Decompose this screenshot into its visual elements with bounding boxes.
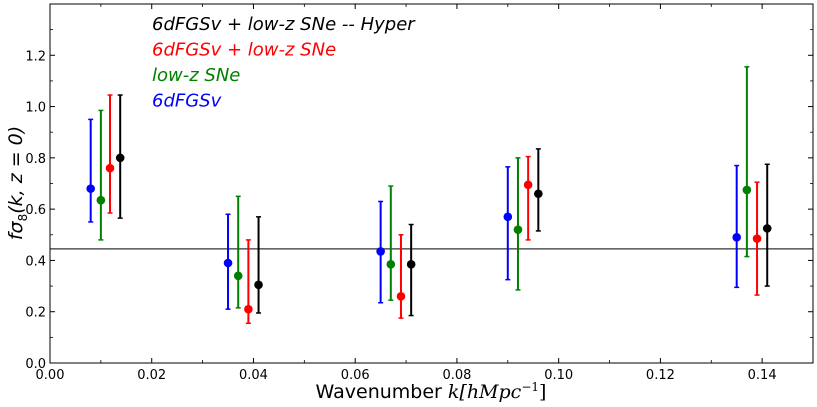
series-low-z-sne: [96, 66, 752, 309]
legend-entry-0: 6dFGSv + low-z SNe -- Hyper: [152, 14, 416, 35]
data-point: [386, 259, 396, 269]
legend-entry-2: low-z SNe: [152, 65, 240, 86]
data-point: [233, 271, 243, 281]
y-tick-label-3: 0.6: [25, 203, 46, 218]
x-tick-label-3: 0.06: [341, 368, 370, 383]
data-point: [406, 259, 416, 269]
tick-layer: 0.00 0.02 0.04 0.06 0.08 0.10 0.12 0.14 0.0 0.2 0.…: [25, 4, 813, 383]
data-point: [752, 234, 762, 243]
data-point: [523, 180, 533, 190]
x-axis-title-math: k[hMpc: [448, 381, 522, 403]
legend: 6dFGSv + low-z SNe -- Hyper 6dFGSv + low-…: [152, 14, 416, 112]
legend-entry-1: 6dFGSv + low-z SNe: [152, 40, 336, 61]
data-point: [762, 224, 772, 233]
y-tick-label-0: 0.0: [25, 357, 46, 372]
data-point: [244, 304, 253, 314]
data-point: [115, 153, 125, 163]
x-tick-label-1: 0.02: [137, 368, 166, 383]
y-tick-label-1: 0.2: [25, 306, 46, 321]
data-point: [254, 280, 263, 290]
x-tick-label-5: 0.10: [544, 368, 573, 383]
y-tick-label-6: 1.2: [25, 49, 46, 64]
series-6dfgsv-low-z-sne: [105, 94, 762, 325]
data-point: [105, 163, 115, 173]
x-axis-title-suffix: ]: [539, 381, 546, 403]
y-axis-title-sigma: σ: [5, 220, 27, 233]
data-point: [86, 184, 95, 193]
series-6dfgsv: [86, 118, 741, 310]
y-axis-title: fσ8(k, z = 0): [5, 126, 30, 240]
data-point: [503, 212, 513, 222]
x-tick-label-7: 0.14: [748, 368, 777, 383]
data-point: [534, 189, 543, 199]
x-axis-title: Wavenumber k[hMpc−1]: [316, 380, 547, 403]
y-axis-title-rest: (k, z = 0): [5, 126, 27, 214]
y-tick-label-2: 0.4: [25, 254, 46, 269]
data-point: [96, 195, 106, 205]
data-point: [396, 292, 406, 301]
y-tick-label-5: 1.0: [25, 101, 46, 116]
y-axis-title-f: f: [5, 230, 27, 240]
data-point: [742, 185, 752, 195]
data-point: [732, 233, 741, 242]
data-point: [223, 258, 233, 268]
data-point: [513, 225, 523, 234]
y-axis-title-subscript: 8: [16, 214, 30, 222]
x-tick-label-6: 0.12: [646, 368, 675, 383]
legend-entry-3: 6dFGSv: [152, 91, 222, 112]
x-tick-label-2: 0.04: [239, 368, 268, 383]
y-tick-label-4: 0.8: [25, 152, 46, 167]
x-axis-title-superscript: −1: [521, 380, 539, 394]
x-axis-title-prefix: Wavenumber: [316, 381, 448, 403]
x-tick-label-0: 0.00: [36, 368, 65, 383]
data-point: [376, 247, 385, 256]
data-layer: [86, 66, 772, 325]
x-tick-label-4: 0.08: [442, 368, 471, 383]
series-6dfgsv-low-z-sne-hyper: [115, 94, 772, 317]
